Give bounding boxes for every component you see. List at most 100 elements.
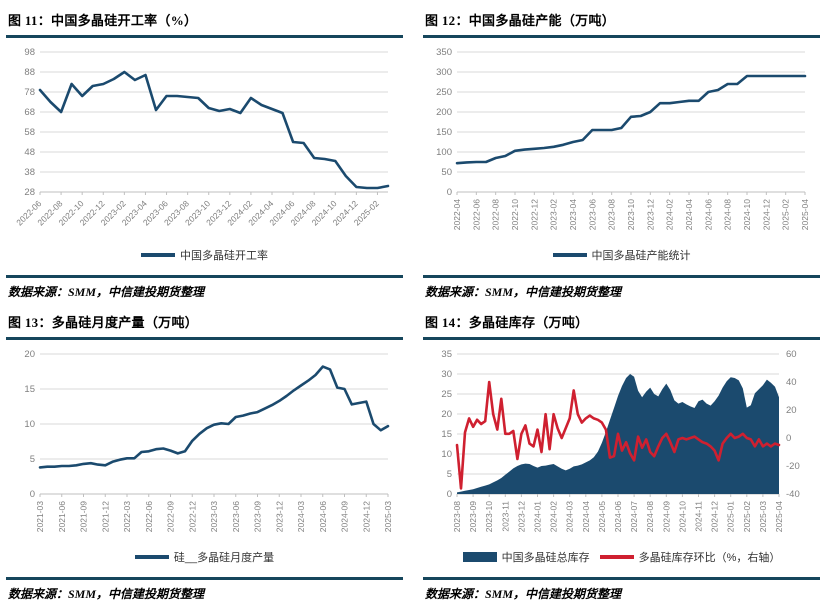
svg-text:2025-04: 2025-04: [800, 199, 810, 230]
svg-text:98: 98: [24, 47, 35, 58]
fig13-svg: 0 5 10 15 20 2021-03 2021-06 2021-09 2021-12 2022…: [24, 349, 393, 532]
svg-text:2023-04: 2023-04: [568, 199, 578, 230]
title-rule: [423, 35, 820, 38]
svg-text:200: 200: [436, 107, 452, 118]
svg-text:2025-03: 2025-03: [383, 501, 393, 532]
svg-text:2023-09: 2023-09: [253, 501, 263, 532]
svg-text:30: 30: [441, 369, 452, 380]
legend-area-swatch: [462, 552, 497, 562]
svg-text:2024-12: 2024-12: [710, 501, 720, 532]
svg-text:2023-09: 2023-09: [468, 501, 478, 532]
svg-text:20: 20: [441, 409, 452, 420]
legend-label: 中国多晶硅总库存: [501, 552, 590, 564]
svg-text:2023-02: 2023-02: [549, 199, 559, 230]
legend-item: 中国多晶硅产能统计: [552, 247, 691, 263]
svg-text:2023-12: 2023-12: [274, 501, 284, 532]
data-source-text: 数据来源：SMM，中信建投期货整理: [425, 285, 622, 299]
svg-text:2023-08: 2023-08: [452, 501, 462, 532]
svg-text:2023-11: 2023-11: [500, 501, 510, 532]
fig13-plot: 0 5 10 15 20 2021-03 2021-06 2021-09 2021-12 2022…: [6, 346, 403, 551]
footer-rule: [6, 275, 403, 278]
svg-text:2022-04: 2022-04: [452, 199, 462, 230]
svg-text:2024-04: 2024-04: [581, 501, 591, 532]
svg-text:100: 100: [436, 147, 452, 158]
svg-text:2023-06: 2023-06: [587, 199, 597, 230]
svg-text:2024-02: 2024-02: [665, 199, 675, 230]
legend-line-swatch: [134, 555, 169, 559]
svg-text:2023-08: 2023-08: [607, 199, 617, 230]
svg-text:88: 88: [24, 67, 35, 78]
svg-text:2025-02: 2025-02: [742, 501, 752, 532]
svg-text:2022-03: 2022-03: [122, 501, 132, 532]
svg-text:2023-10: 2023-10: [484, 501, 494, 532]
legend-item: 多晶硅库存环比（%，右轴）: [599, 549, 781, 565]
svg-text:2024-06: 2024-06: [318, 501, 328, 532]
svg-text:38: 38: [24, 167, 35, 178]
legend-label: 硅__多晶硅月度产量: [173, 552, 275, 564]
svg-text:35: 35: [441, 349, 452, 360]
svg-text:2021-09: 2021-09: [79, 501, 89, 532]
fig13-legend: 硅__多晶硅月度产量: [6, 549, 403, 565]
svg-text:2024-08: 2024-08: [723, 199, 733, 230]
svg-text:2024-03: 2024-03: [296, 501, 306, 532]
svg-text:25: 25: [441, 389, 452, 400]
svg-text:78: 78: [24, 87, 35, 98]
svg-text:2024-01: 2024-01: [533, 501, 543, 532]
fig14-svg: 0 5 10 15 20 25 30 35 -40 -20 0 20 40 60 2023-08 2023-0…: [441, 349, 800, 532]
svg-text:300: 300: [436, 67, 452, 78]
svg-text:2023-10: 2023-10: [626, 199, 636, 230]
svg-text:2025-01: 2025-01: [726, 501, 736, 532]
svg-text:150: 150: [436, 127, 452, 138]
svg-text:2022-09: 2022-09: [166, 501, 176, 532]
svg-text:48: 48: [24, 147, 35, 158]
data-source-text: 数据来源：SMM，中信建投期货整理: [8, 587, 205, 601]
data-source-text: 数据来源：SMM，中信建投期货整理: [8, 285, 205, 299]
chart-footer: 数据来源：SMM，中信建投期货整理: [6, 275, 403, 304]
chart-footer: 数据来源：SMM，中信建投期货整理: [423, 577, 820, 606]
svg-text:60: 60: [786, 349, 797, 360]
chart-cell-fig11: 图 11：中国多晶硅开工率（%） 28 38 48 58 68 78 88 98 2022-06…: [0, 2, 417, 304]
svg-text:2022-06: 2022-06: [471, 199, 481, 230]
title-rule: [6, 35, 403, 38]
title-rule: [423, 337, 820, 340]
chart-cell-fig14: 图 14：多晶硅库存（万吨） 0 5 10 15 20 25 30 35 -40 -20 0 20 40…: [417, 304, 834, 606]
footer-rule: [423, 275, 820, 278]
fig12-plot: 0 50 100 150 200 250 300 350 2022-04 2022-06 2022-…: [423, 44, 820, 249]
svg-text:2025-04: 2025-04: [774, 501, 784, 532]
svg-text:2024-05: 2024-05: [597, 501, 607, 532]
svg-text:2023-12: 2023-12: [516, 501, 526, 532]
svg-text:15: 15: [24, 384, 35, 395]
svg-text:2024-04: 2024-04: [684, 199, 694, 230]
legend-label: 中国多晶硅开工率: [180, 250, 268, 262]
svg-text:2022-12: 2022-12: [187, 501, 197, 532]
svg-text:58: 58: [24, 127, 35, 138]
legend-line-swatch: [552, 253, 587, 257]
svg-text:0: 0: [786, 433, 791, 444]
svg-text:15: 15: [441, 429, 452, 440]
legend-item: 中国多晶硅开工率: [141, 247, 268, 263]
chart-title: 图 11：中国多晶硅开工率（%）: [8, 13, 198, 28]
fig11-svg: 28384858687888982022-062022-082022-10202…: [14, 47, 390, 227]
svg-text:2022-12: 2022-12: [529, 199, 539, 230]
chart-title: 图 12：中国多晶硅产能（万吨）: [425, 13, 616, 28]
svg-text:350: 350: [436, 47, 452, 58]
svg-text:2023-03: 2023-03: [209, 501, 219, 532]
fig14-legend: 中国多晶硅总库存 多晶硅库存环比（%，右轴）: [423, 549, 820, 565]
svg-text:-20: -20: [786, 461, 800, 472]
fig11-legend: 中国多晶硅开工率: [6, 247, 403, 263]
svg-text:0: 0: [30, 489, 35, 500]
fig12-legend: 中国多晶硅产能统计: [423, 247, 820, 263]
svg-text:2024-08: 2024-08: [645, 501, 655, 532]
svg-text:10: 10: [24, 419, 35, 430]
svg-text:-40: -40: [786, 489, 800, 500]
chart-cell-fig12: 图 12：中国多晶硅产能（万吨） 0 50 100 150 200 250 300 350 20…: [417, 2, 834, 304]
svg-text:2022-08: 2022-08: [491, 199, 501, 230]
data-source-text: 数据来源：SMM，中信建投期货整理: [425, 587, 622, 601]
legend-item: 硅__多晶硅月度产量: [134, 549, 275, 565]
svg-text:2024-09: 2024-09: [661, 501, 671, 532]
chart-title: 图 14：多晶硅库存（万吨）: [425, 315, 589, 330]
svg-text:28: 28: [24, 187, 35, 198]
svg-text:2024-10: 2024-10: [677, 501, 687, 532]
legend-label: 多晶硅库存环比（%，右轴）: [638, 552, 781, 564]
